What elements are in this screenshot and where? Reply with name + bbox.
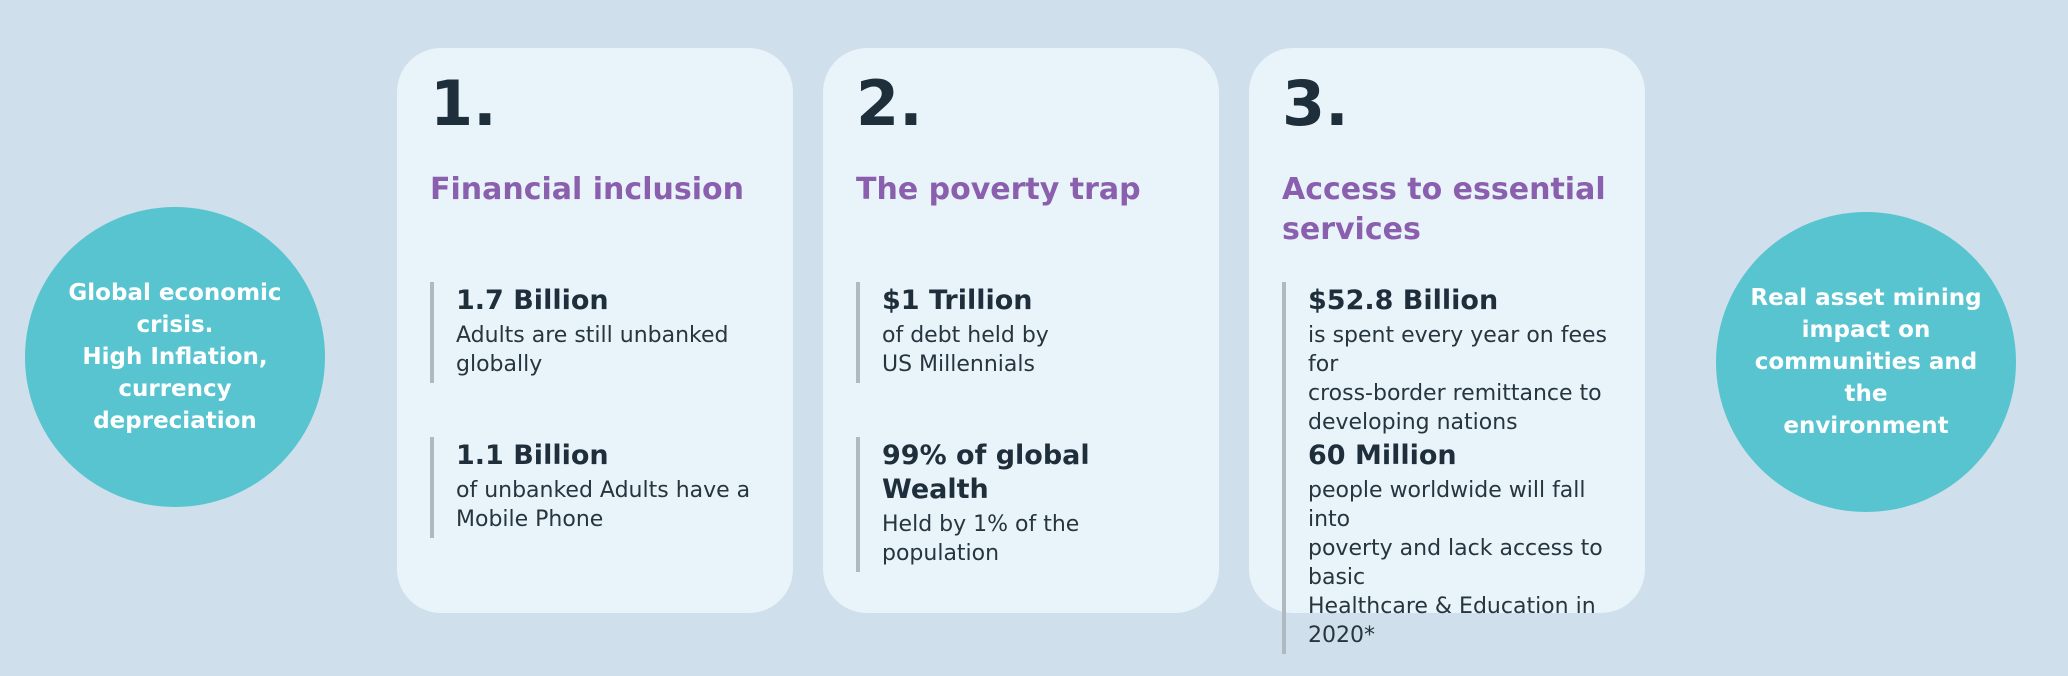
stat-description: Held by 1% of the population <box>882 512 1080 566</box>
card-1-number: 1. <box>430 67 497 140</box>
card-3-number: 3. <box>1282 67 1349 140</box>
stat-block: 60 Million people worldwide will fall in… <box>1282 437 1619 654</box>
mining-impact-circle: Real asset mining impact on communities … <box>1716 212 2016 512</box>
global-crisis-circle: Global economic crisis. High Inflation, … <box>25 207 325 507</box>
global-crisis-circle-text: Global economic crisis. High Inflation, … <box>68 280 282 434</box>
card-3-title: Access to essential services <box>1282 172 1606 247</box>
stat-value: 60 Million <box>1308 440 1457 471</box>
card-2-title: The poverty trap <box>856 172 1141 207</box>
card-1-title: Financial inclusion <box>430 172 744 207</box>
stat-description: of debt held by US Millennials <box>882 323 1049 377</box>
stat-block: 99% of global Wealth Held by 1% of the p… <box>856 437 1193 572</box>
card-access-essential-services: 3. Access to essential services $52.8 Bi… <box>1249 48 1645 654</box>
stat-description: is spent every year on fees for cross-bo… <box>1308 323 1607 435</box>
stat-value: $52.8 Billion <box>1308 285 1499 316</box>
stat-block: $1 Trillion of debt held by US Millennia… <box>856 282 1193 383</box>
stat-block: $52.8 Billion is spent every year on fee… <box>1282 282 1619 441</box>
card-2-number: 2. <box>856 67 923 140</box>
stat-value: $1 Trillion <box>882 285 1033 316</box>
stat-value: 1.7 Billion <box>456 285 609 316</box>
stat-value: 99% of global Wealth <box>882 440 1090 505</box>
card-financial-inclusion: 1. Financial inclusion 1.7 Billion Adult… <box>397 48 793 613</box>
stat-value: 1.1 Billion <box>456 440 609 471</box>
mining-impact-circle-text: Real asset mining impact on communities … <box>1750 285 1982 439</box>
stat-description: people worldwide will fall into poverty … <box>1308 478 1603 648</box>
card-poverty-trap: 2. The poverty trap $1 Trillion of debt … <box>823 48 1219 613</box>
stat-block: 1.1 Billion of unbanked Adults have a Mo… <box>430 437 767 538</box>
stat-description: Adults are still unbanked globally <box>456 323 729 377</box>
stat-block: 1.7 Billion Adults are still unbanked gl… <box>430 282 767 383</box>
stat-description: of unbanked Adults have a Mobile Phone <box>456 478 751 532</box>
